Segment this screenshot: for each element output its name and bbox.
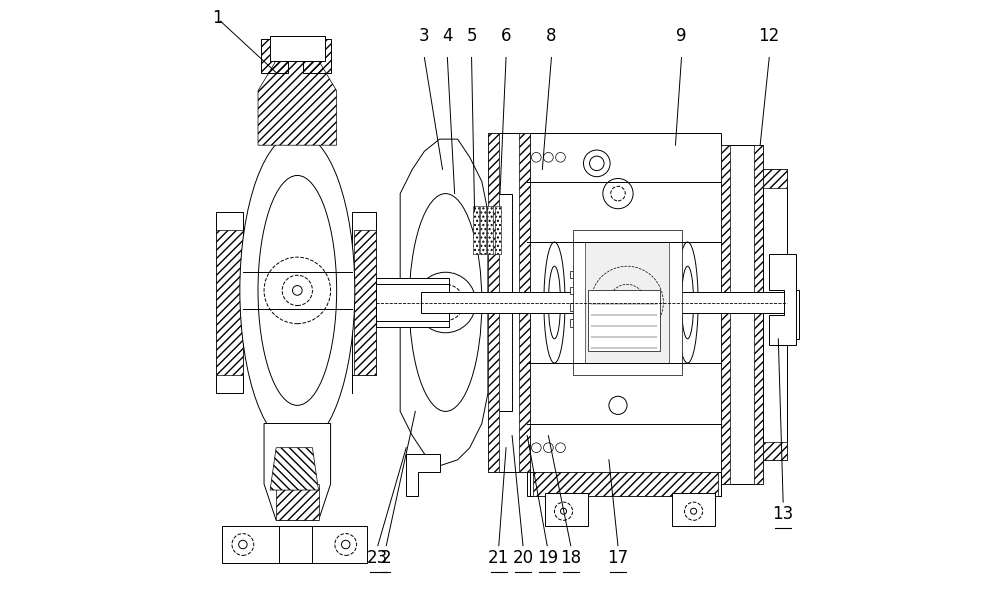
Text: 23: 23 <box>367 549 388 567</box>
Bar <box>763 169 787 460</box>
Bar <box>216 230 243 375</box>
Bar <box>545 493 588 526</box>
Bar <box>487 206 493 254</box>
Polygon shape <box>400 139 488 466</box>
Bar <box>570 303 594 310</box>
Text: 12: 12 <box>759 27 780 45</box>
Polygon shape <box>264 424 331 520</box>
Bar <box>279 526 312 563</box>
Text: 5: 5 <box>466 27 477 45</box>
Bar <box>270 36 325 60</box>
Text: 4: 4 <box>442 27 453 45</box>
Bar <box>533 472 718 496</box>
Bar <box>473 206 479 254</box>
Bar <box>588 290 660 351</box>
Bar <box>488 133 499 472</box>
Polygon shape <box>216 212 243 393</box>
Bar <box>573 230 682 375</box>
Bar <box>763 442 787 460</box>
Bar <box>527 133 721 496</box>
Bar <box>354 230 376 375</box>
Text: 18: 18 <box>560 549 581 567</box>
Text: 8: 8 <box>546 27 557 45</box>
Text: 17: 17 <box>607 549 629 567</box>
Bar <box>421 292 787 313</box>
Polygon shape <box>352 212 376 393</box>
Bar <box>480 206 486 254</box>
Bar <box>585 242 669 363</box>
Bar <box>721 145 763 484</box>
Text: 20: 20 <box>512 549 534 567</box>
Ellipse shape <box>677 242 698 363</box>
Text: 13: 13 <box>773 505 794 523</box>
Bar <box>495 206 501 254</box>
Polygon shape <box>769 254 796 345</box>
Bar <box>754 145 763 484</box>
Bar <box>261 39 288 73</box>
Bar <box>519 133 530 472</box>
Text: 2: 2 <box>381 549 392 567</box>
Bar <box>276 484 318 520</box>
Ellipse shape <box>409 194 482 411</box>
Bar <box>303 39 331 73</box>
Bar <box>570 319 594 327</box>
Text: 6: 6 <box>501 27 511 45</box>
Ellipse shape <box>240 133 355 448</box>
Text: 3: 3 <box>419 27 430 45</box>
Bar <box>763 169 787 188</box>
Text: 21: 21 <box>488 549 509 567</box>
Bar <box>787 290 799 339</box>
Ellipse shape <box>544 242 565 363</box>
Polygon shape <box>258 60 337 145</box>
Ellipse shape <box>548 266 560 339</box>
Text: 9: 9 <box>676 27 687 45</box>
Bar <box>570 287 594 295</box>
Bar <box>672 493 715 526</box>
Bar <box>376 278 449 327</box>
Polygon shape <box>222 526 367 563</box>
Text: 19: 19 <box>537 549 558 567</box>
Ellipse shape <box>258 175 337 405</box>
Ellipse shape <box>682 266 694 339</box>
Text: 1: 1 <box>213 9 223 27</box>
Polygon shape <box>530 472 721 496</box>
Polygon shape <box>406 454 440 496</box>
Polygon shape <box>488 133 530 472</box>
Polygon shape <box>270 448 318 490</box>
Bar <box>570 271 594 278</box>
Bar <box>721 145 730 484</box>
